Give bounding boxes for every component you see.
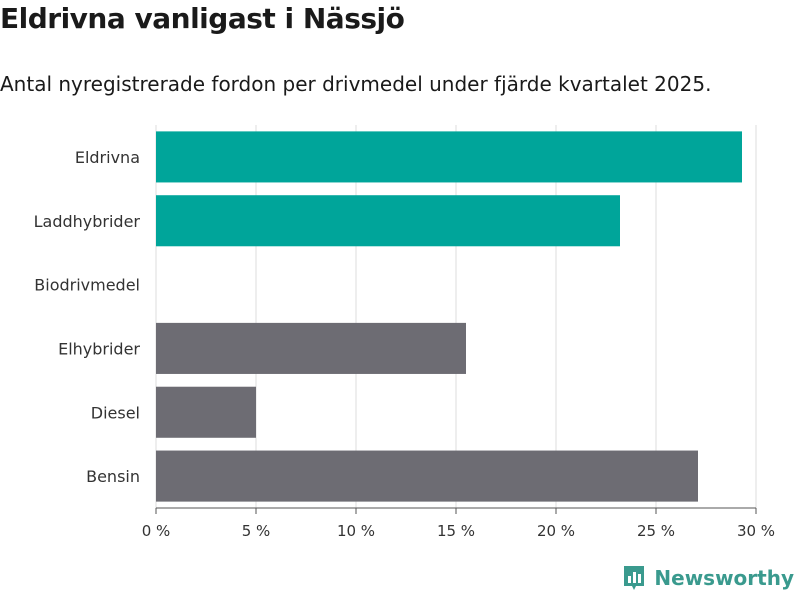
bars [156,131,742,502]
chart-title: Eldrivna vanligast i Nässjö [0,2,405,35]
chart-subtitle: Antal nyregistrerade fordon per drivmede… [0,72,712,96]
bar-bensin [156,450,698,502]
bar-eldrivna [156,131,742,183]
x-tick-label: 15 % [437,522,475,540]
x-axis: 0 % 5 % 10 % 15 % 20 % 25 % 30 % [142,507,775,540]
bar-laddhybrider [156,195,620,247]
category-label: Eldrivna [75,148,140,167]
bar-elhybrider [156,322,466,374]
category-label: Bensin [86,467,140,486]
bar-diesel [156,386,256,438]
brand-name: Newsworthy [654,566,794,590]
gridlines [155,125,757,508]
x-tick-label: 10 % [337,522,375,540]
category-label: Biodrivmedel [34,276,140,295]
x-tick-label: 20 % [537,522,575,540]
category-label: Laddhybrider [34,212,141,231]
x-tick-label: 5 % [242,522,271,540]
newsworthy-logo: Newsworthy [622,564,794,592]
newsworthy-logo-icon [624,566,645,590]
x-tick-label: 25 % [637,522,675,540]
category-labels: Eldrivna Laddhybrider Biodrivmedel Elhybrid… [34,148,141,486]
x-tick-label: 30 % [737,522,775,540]
category-label: Elhybrider [58,339,140,358]
x-tick-label: 0 % [142,522,171,540]
category-label: Diesel [91,403,140,422]
